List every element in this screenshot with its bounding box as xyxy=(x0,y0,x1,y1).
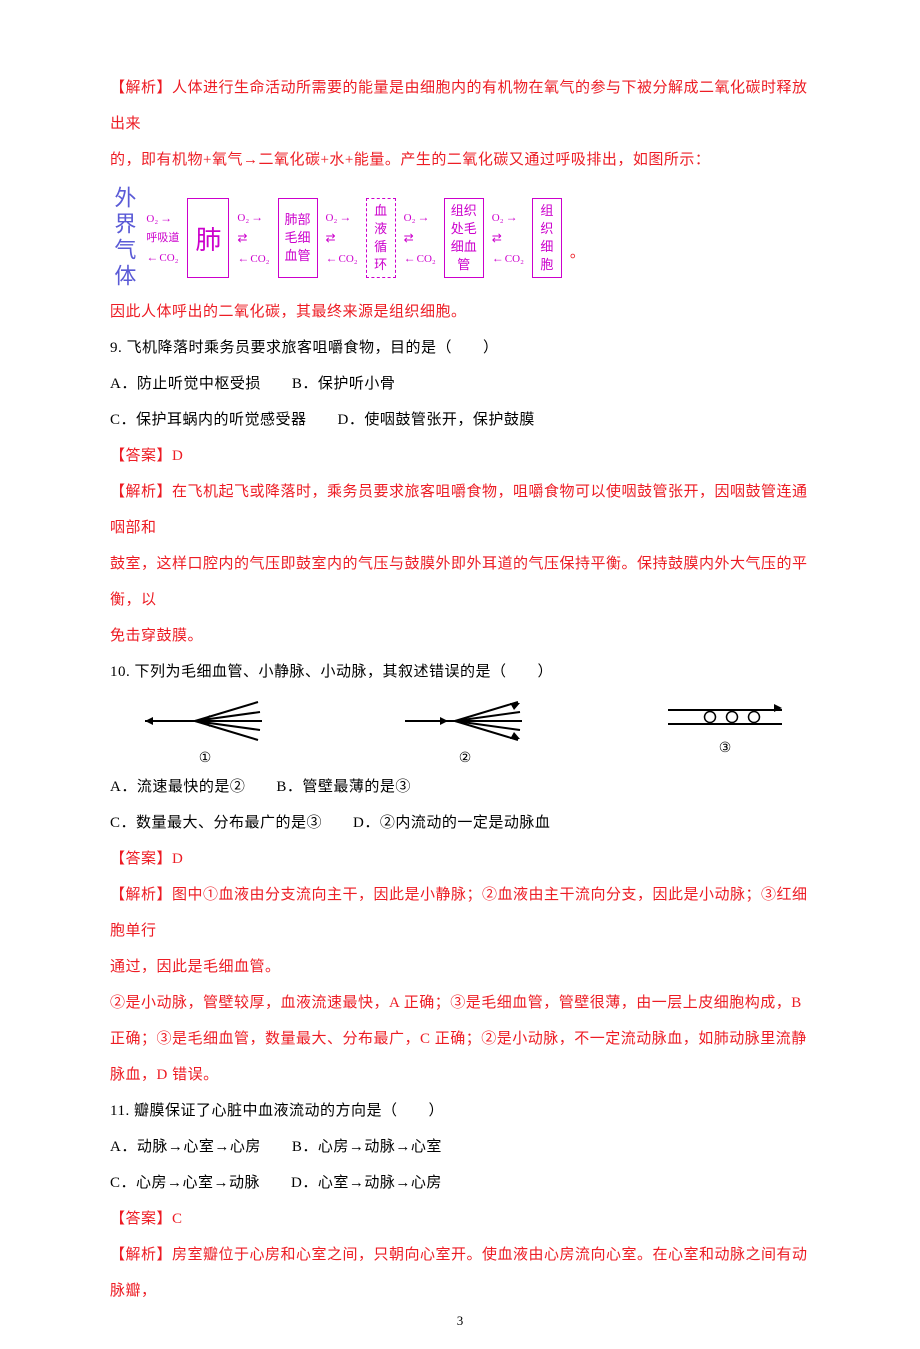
q8-exp-line2: 的，即有机物+氧气→二氧化碳+水+能量。产生的二氧化碳又通过呼吸排出，如图所示： xyxy=(110,142,820,178)
vessel-3: ③ xyxy=(660,696,790,767)
vessel-figures: ① ② xyxy=(140,696,820,767)
q11-answer: C xyxy=(172,1211,183,1227)
q10-exp-line4: 正确；③是毛细血管，数量最大、分布最广，C 正确；②是小动脉，不一定流动脉血，如… xyxy=(110,1021,820,1057)
q10-answer: D xyxy=(172,851,183,867)
arrows-5: O₂ → ⇄ ← CO₂ xyxy=(492,210,524,267)
q8-exp-line3: 因此人体呼出的二氧化碳，其最终来源是组织细胞。 xyxy=(110,294,820,330)
vessel-2: ② xyxy=(400,696,530,767)
q11-exp-line1: 房室瓣位于心房和心室之间，只朝向心室开。使血液由心房流向心室。在心室和动脉之间有… xyxy=(110,1247,808,1299)
q9-exp-line1: 在飞机起飞或降落时，乘务员要求旅客咀嚼食物，咀嚼食物可以使咽鼓管张开，因咽鼓管连… xyxy=(110,484,808,536)
explain-label: 【解析】 xyxy=(110,80,172,96)
q11-stem: 11. 瓣膜保证了心脏中血液流动的方向是（ ） xyxy=(110,1093,820,1129)
respiration-diagram: 外界气体 O₂ → 呼吸道 ← CO₂ 肺 O₂ → ⇄ ← CO₂ 肺部 毛细… xyxy=(110,186,820,290)
tissue-cell-box: 组 织 细 胞 xyxy=(532,198,562,278)
blood-circulation-box: 血 液 循 环 xyxy=(366,198,396,278)
q10-exp-line3: ②是小动脉，管壁较厚，血液流速最快，A 正确；③是毛细血管，管壁很薄，由一层上皮… xyxy=(110,985,820,1021)
diagram-period: 。 xyxy=(570,241,585,262)
answer-label: 【答案】 xyxy=(110,1211,172,1227)
arrows-1: O₂ → 呼吸道 ← CO₂ xyxy=(146,211,179,265)
answer-label: 【答案】 xyxy=(110,448,172,464)
q9-answer: D xyxy=(172,448,183,464)
q10-stem: 10. 下列为毛细血管、小静脉、小动脉，其叙述错误的是（ ） xyxy=(110,654,820,690)
q9-options-cd: C．保护耳蜗内的听觉感受器 D．使咽鼓管张开，保护鼓膜 xyxy=(110,402,820,438)
explain-label: 【解析】 xyxy=(110,887,172,903)
q8-exp-line1: 人体进行生命活动所需要的能量是由细胞内的有机物在氧气的参与下被分解成二氧化碳时释… xyxy=(110,80,808,132)
answer-label: 【答案】 xyxy=(110,851,172,867)
q9-exp-line2: 鼓室，这样口腔内的气压即鼓室内的气压与鼓膜外即外耳道的气压保持平衡。保持鼓膜内外… xyxy=(110,546,820,618)
q9-stem: 9. 飞机降落时乘务员要求旅客咀嚼食物，目的是（ ） xyxy=(110,330,820,366)
arrows-3: O₂ → ⇄ ← CO₂ xyxy=(326,210,358,267)
q10-options-ab: A．流速最快的是② B．管壁最薄的是③ xyxy=(110,769,820,805)
q10-exp-line5: 脉血，D 错误。 xyxy=(110,1057,820,1093)
q10-options-cd: C．数量最大、分布最广的是③ D．②内流动的一定是动脉血 xyxy=(110,805,820,841)
lung-box: 肺 xyxy=(187,198,229,278)
q11-options-ab: A．动脉→心室→心房 B．心房→动脉→心室 xyxy=(110,1129,820,1165)
page-number: 3 xyxy=(0,1313,920,1329)
q11-options-cd: C．心房→心室→动脉 D．心室→动脉→心房 xyxy=(110,1165,820,1201)
q10-exp-line1: 图中①血液由分支流向主干，因此是小静脉；②血液由主干流向分支，因此是小动脉；③红… xyxy=(110,887,808,939)
explain-label: 【解析】 xyxy=(110,1247,172,1263)
arrows-2: O₂ → ⇄ ← CO₂ xyxy=(237,210,269,267)
q10-exp-line2: 通过，因此是毛细血管。 xyxy=(110,949,820,985)
q9-options-ab: A．防止听觉中枢受损 B．保护听小骨 xyxy=(110,366,820,402)
lung-capillary-box: 肺部 毛细 血管 xyxy=(278,198,318,278)
tissue-capillary-box: 组织 处毛 细血 管 xyxy=(444,198,484,278)
external-gas-label: 外界气体 xyxy=(110,186,136,290)
q9-exp-line3: 免击穿鼓膜。 xyxy=(110,618,820,654)
explain-label: 【解析】 xyxy=(110,484,172,500)
vessel-1: ① xyxy=(140,696,270,767)
arrows-4: O₂ → ⇄ ← CO₂ xyxy=(404,210,436,267)
